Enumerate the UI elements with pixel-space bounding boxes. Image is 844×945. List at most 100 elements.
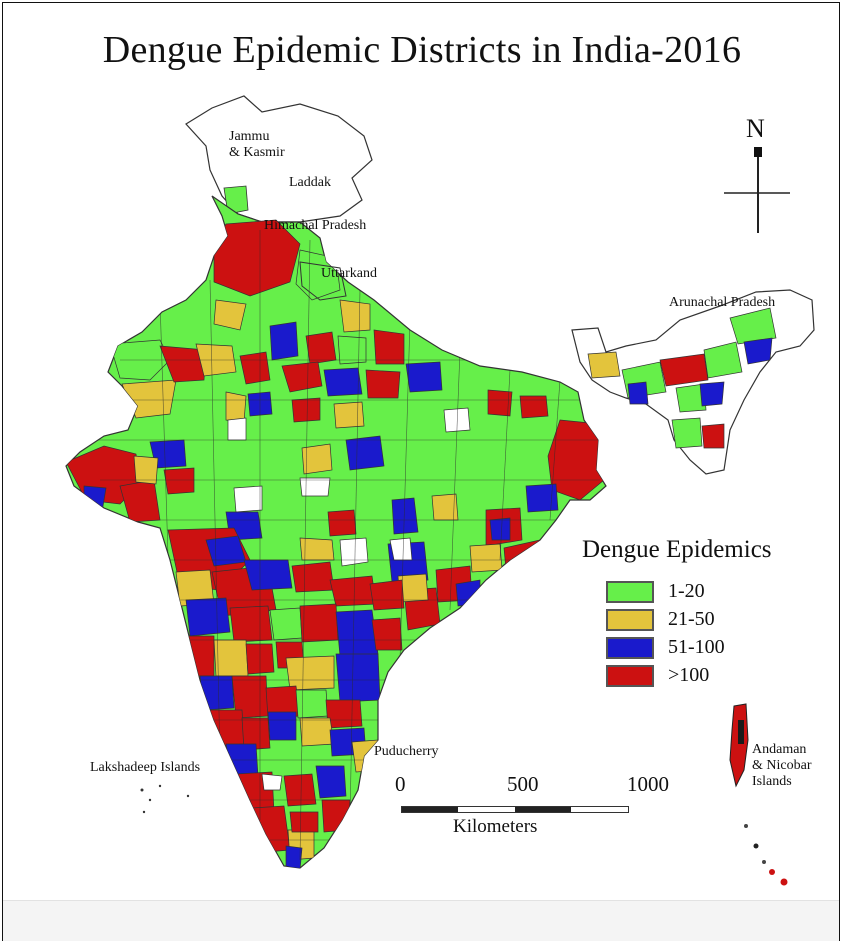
district-patch <box>671 417 703 449</box>
district-patch <box>469 543 503 573</box>
scale-unit: Kilometers <box>453 816 538 837</box>
district-patch <box>455 579 481 607</box>
legend-swatch <box>606 609 654 631</box>
district-patch <box>199 675 235 711</box>
district-patch <box>213 299 247 331</box>
district-patch <box>321 799 351 833</box>
label-himachal-pradesh: Himachal Pradesh <box>264 218 366 234</box>
district-patch <box>369 579 405 611</box>
label-uttarkand: Uttarkand <box>321 266 377 282</box>
legend-item-gt-100: >100 <box>606 664 806 690</box>
district-patch <box>489 517 511 541</box>
district-patch <box>83 485 107 513</box>
district-patch <box>243 559 293 591</box>
district-patch <box>729 307 777 345</box>
district-patch <box>345 435 385 471</box>
district-patch <box>391 497 419 535</box>
legend: Dengue Epidemics 1-20 21-50 51-100 >100 <box>582 536 832 696</box>
district-patch <box>371 617 403 651</box>
district-patch <box>301 443 333 475</box>
label-puducherry-text: Puducherry <box>374 744 439 759</box>
district-patch <box>525 483 559 513</box>
district-patch <box>213 639 249 677</box>
district-patch <box>251 805 291 853</box>
scale-tick-500: 500 <box>507 772 539 796</box>
district-patch <box>701 423 725 449</box>
district-patch <box>305 331 337 365</box>
district-patch <box>299 717 335 747</box>
label-andaman-nicobar-text: Andaman & Nicobar Islands <box>752 742 812 789</box>
district-patch <box>291 397 321 423</box>
district-patch <box>229 605 273 643</box>
district-patch <box>267 711 297 741</box>
lakshadeep-islands-dots <box>140 784 190 814</box>
label-arunachal-pradesh-text: Arunachal Pradesh <box>669 295 776 310</box>
district-patch <box>295 689 329 719</box>
district-patch <box>325 699 363 729</box>
district-patch <box>159 345 207 383</box>
district-patch <box>291 561 335 593</box>
legend-label: >100 <box>668 664 710 686</box>
district-patch <box>373 329 405 365</box>
district-patch <box>519 395 549 419</box>
district-patch <box>365 369 401 399</box>
district-patch <box>299 603 339 643</box>
legend-label: 21-50 <box>668 608 715 630</box>
district-patch <box>299 477 331 497</box>
legend-swatch <box>606 581 654 603</box>
district-patch <box>659 353 709 387</box>
district-patch <box>315 765 347 799</box>
north-label: N <box>746 114 765 143</box>
district-patch <box>339 299 371 333</box>
district-patch <box>233 485 263 513</box>
district-patch <box>225 391 247 423</box>
district-patch <box>703 341 743 379</box>
label-jammu-kasmir: Jammu & Kasmir <box>229 129 285 161</box>
district-patch <box>329 575 377 607</box>
north-arrow-icon <box>724 147 790 233</box>
district-patch <box>285 845 303 868</box>
jk-district <box>223 185 249 215</box>
legend-swatch <box>606 637 654 659</box>
district-patch <box>241 717 271 751</box>
district-patch <box>335 609 379 657</box>
label-puducherry: Puducherry <box>374 744 439 760</box>
uttarkand-region <box>299 261 347 301</box>
legend-item-51-100: 51-100 <box>606 636 806 662</box>
district-patch <box>133 455 159 485</box>
label-himachal-pradesh-text: Himachal Pradesh <box>264 218 367 233</box>
district-patch <box>339 537 369 567</box>
district-patch <box>699 381 725 407</box>
district-patch <box>333 401 365 429</box>
district-patch <box>281 361 323 393</box>
district-patch <box>587 351 621 379</box>
district-patch <box>743 337 773 365</box>
district-patch <box>261 773 283 791</box>
district-patch <box>389 537 413 561</box>
district-patch <box>627 381 649 405</box>
district-patch <box>675 383 707 413</box>
scale-line <box>401 806 629 813</box>
scale-bar: 0 500 1000 Kilometers <box>395 772 685 842</box>
district-patch <box>443 407 471 433</box>
district-patch <box>323 367 363 397</box>
map-title: Dengue Epidemic Districts in India-2016 <box>102 29 742 71</box>
label-arunachal-pradesh: Arunachal Pradesh <box>669 295 775 311</box>
label-andaman-nicobar: Andaman & Nicobar Islands <box>752 742 811 790</box>
legend-item-1-20: 1-20 <box>606 580 806 606</box>
district-patch <box>285 655 335 691</box>
district-patch <box>185 597 231 637</box>
district-patch <box>283 773 317 807</box>
district-patch <box>227 417 247 441</box>
scale-tick-0: 0 <box>395 772 406 796</box>
district-patch <box>269 321 299 361</box>
legend-swatch <box>606 665 654 687</box>
district-patch <box>183 635 215 677</box>
district-patch <box>209 709 245 747</box>
legend-label: 1-20 <box>668 580 705 602</box>
district-patch <box>163 467 195 495</box>
legend-item-21-50: 21-50 <box>606 608 806 634</box>
label-laddak-text: Laddak <box>289 175 331 190</box>
andaman-nicobar-islands <box>729 703 788 886</box>
